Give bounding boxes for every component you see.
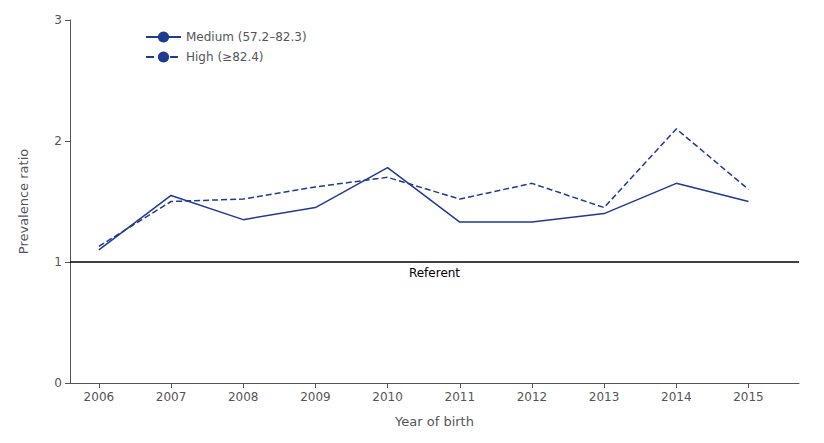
svg-text:2010: 2010 (372, 390, 403, 404)
svg-text:Prevalence ratio: Prevalence ratio (16, 149, 31, 254)
svg-text:Medium (57.2–82.3): Medium (57.2–82.3) (186, 30, 307, 44)
svg-text:1: 1 (54, 255, 62, 269)
svg-text:High (≥82.4): High (≥82.4) (186, 50, 264, 64)
svg-text:2012: 2012 (517, 390, 548, 404)
svg-text:0: 0 (54, 376, 62, 390)
svg-text:2006: 2006 (84, 390, 115, 404)
svg-text:2015: 2015 (733, 390, 764, 404)
svg-text:Referent: Referent (409, 266, 460, 280)
svg-text:2: 2 (54, 134, 62, 148)
svg-text:2013: 2013 (589, 390, 620, 404)
svg-text:2011: 2011 (444, 390, 475, 404)
svg-text:Year of birth: Year of birth (394, 414, 474, 429)
svg-text:2014: 2014 (661, 390, 692, 404)
svg-text:3: 3 (54, 13, 62, 27)
svg-text:2008: 2008 (228, 390, 259, 404)
svg-text:2007: 2007 (156, 390, 187, 404)
svg-text:2009: 2009 (300, 390, 331, 404)
